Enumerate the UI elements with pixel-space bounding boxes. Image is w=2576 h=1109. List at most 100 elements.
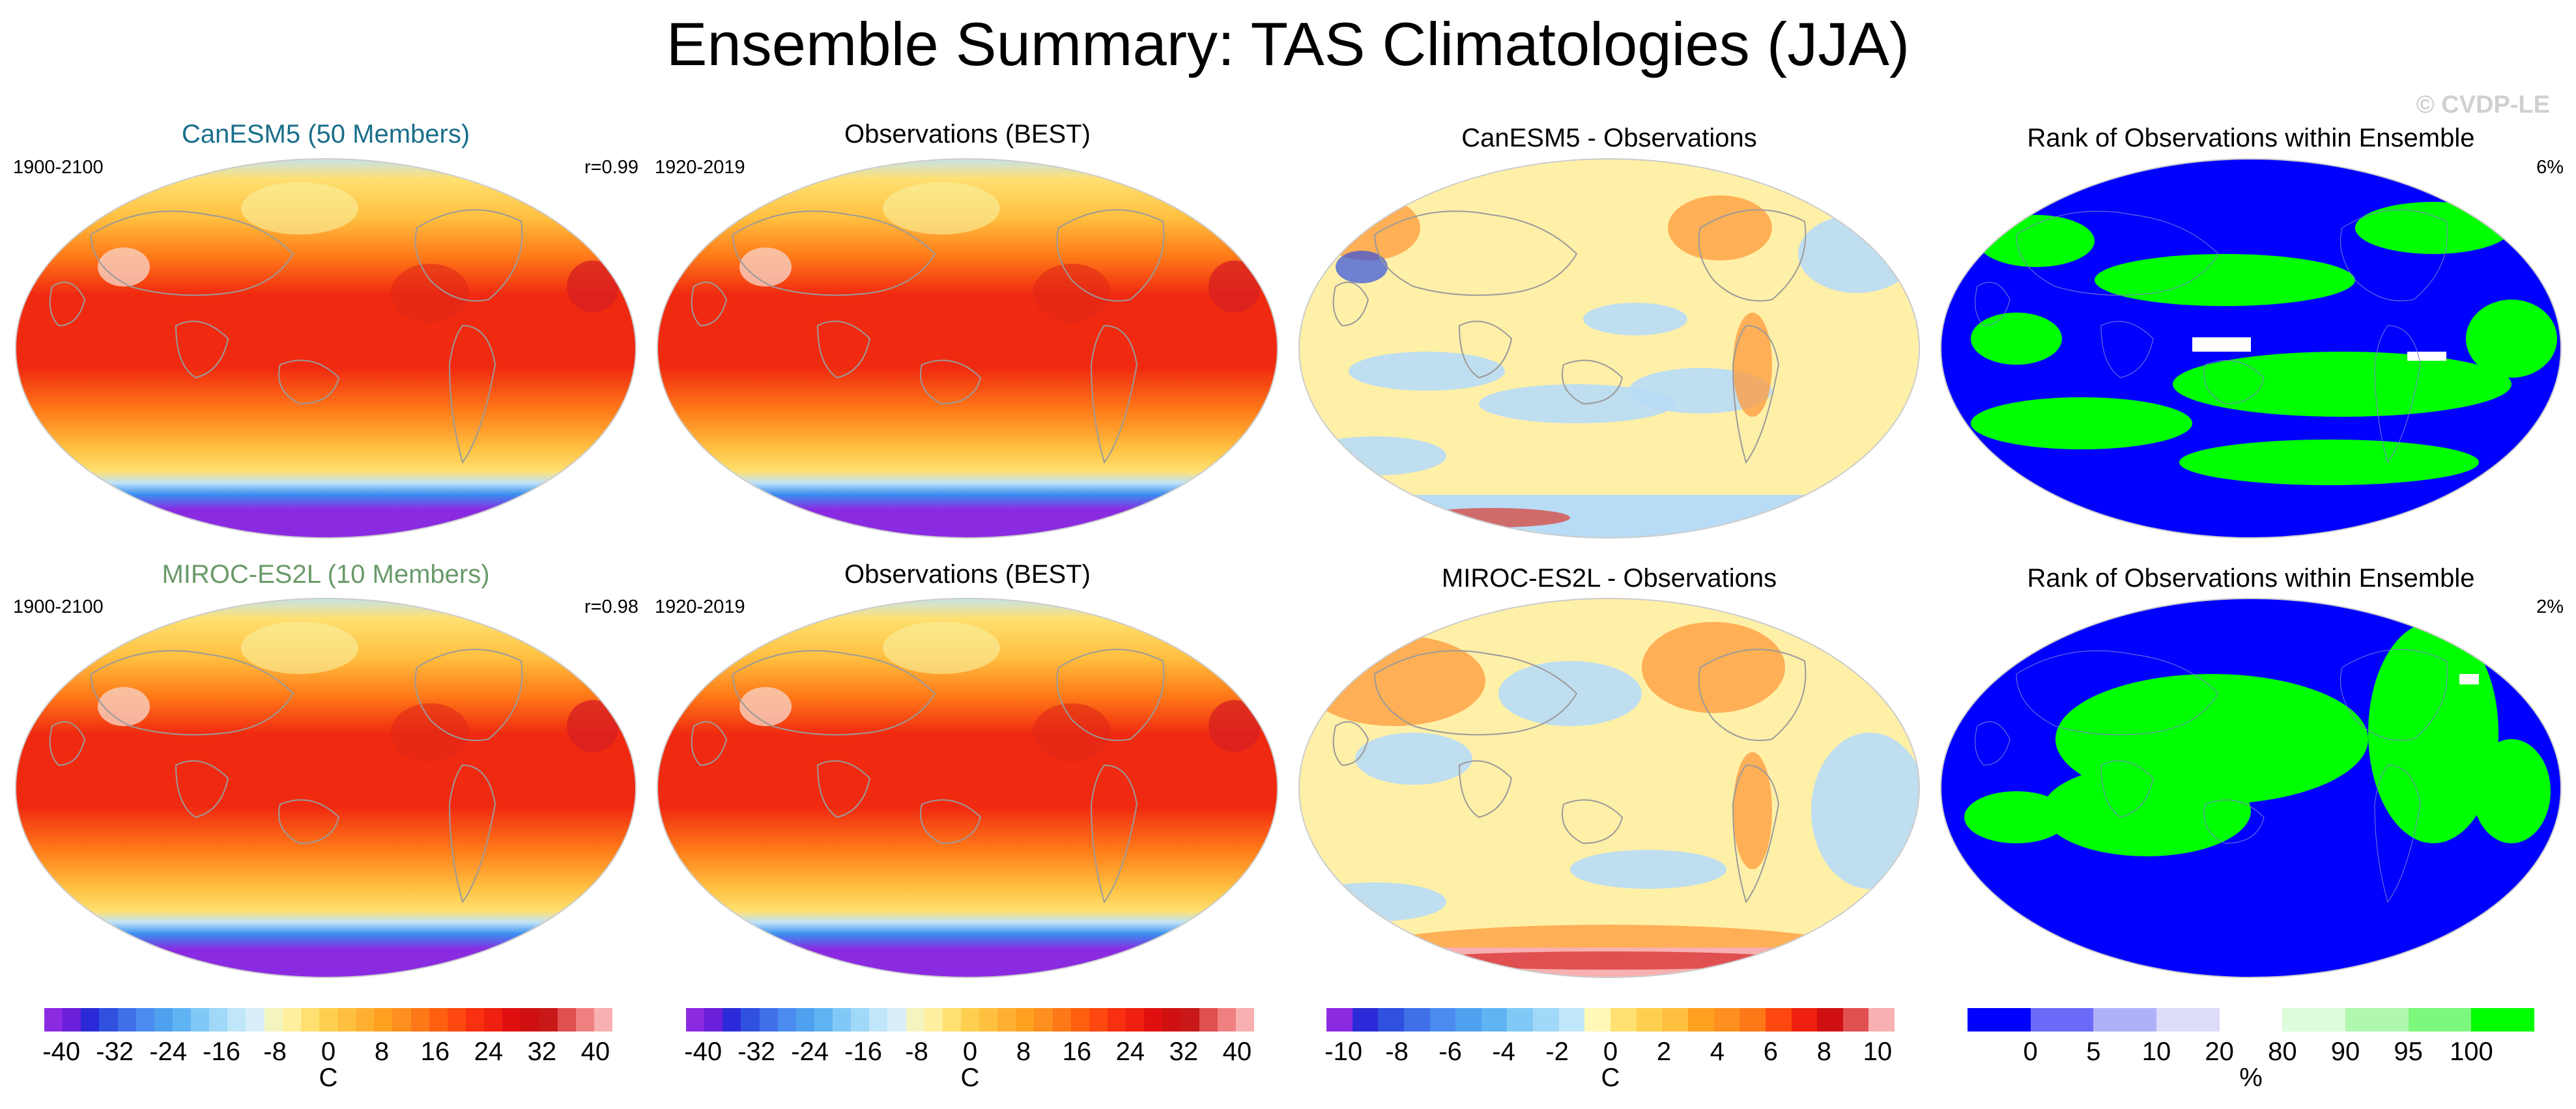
colorbar-box: [924, 1008, 943, 1032]
colorbar-box: [1052, 1008, 1071, 1032]
colorbar-box: [63, 1008, 81, 1032]
rank-percent-label: 2%: [2536, 597, 2564, 617]
colorbar-box: [1968, 1008, 2031, 1032]
colorbar: [1968, 1008, 2535, 1032]
colorbar-box: [1352, 1008, 1379, 1032]
page-title: Ensemble Summary: TAS Climatologies (JJA…: [666, 10, 1910, 78]
colorbar-box: [1533, 1008, 1559, 1032]
colorbar-box: [337, 1008, 356, 1032]
colorbar-box: [2282, 1008, 2346, 1032]
colorbar-box: [2408, 1008, 2472, 1032]
colorbar-box: [557, 1008, 576, 1032]
colorbar-box: [1162, 1008, 1181, 1032]
colorbar-tick-label: 10: [1863, 1037, 1893, 1066]
colorbar-tick-label: -6: [1438, 1037, 1462, 1066]
colorbar-unit-label: %: [2239, 1063, 2263, 1092]
colorbar-box: [319, 1008, 337, 1032]
colorbar-box: [1507, 1008, 1534, 1032]
colorbar-box: [465, 1008, 484, 1032]
colorbar-box: [887, 1008, 906, 1032]
colorbar-box: [851, 1008, 870, 1032]
colorbar-box: [1868, 1008, 1895, 1032]
colorbar-box: [154, 1008, 173, 1032]
colorbar-box: [1107, 1008, 1126, 1032]
colorbar-box: [1181, 1008, 1199, 1032]
model-correlation-label: r=0.98: [584, 597, 638, 617]
colorbar-box: [795, 1008, 814, 1032]
colorbar-box: [2471, 1008, 2535, 1032]
colorbar-box: [374, 1008, 393, 1032]
colorbar-box: [704, 1008, 723, 1032]
colorbar-box: [1636, 1008, 1663, 1032]
colorbar-box: [997, 1008, 1016, 1032]
model-years-label: 1900-2100: [13, 157, 104, 178]
colorbar-box: [1126, 1008, 1145, 1032]
colorbar-box: [1842, 1008, 1869, 1032]
colorbar-tick-label: -16: [203, 1037, 240, 1066]
colorbar-box: [209, 1008, 228, 1032]
watermark: © CVDP-LE: [2416, 91, 2550, 119]
colorbar-tick-label: 32: [1169, 1037, 1199, 1066]
colorbar-box: [356, 1008, 375, 1032]
colorbar-box: [1217, 1008, 1236, 1032]
colorbar-box: [686, 1008, 705, 1032]
colorbar-tick-label: -4: [1492, 1037, 1515, 1066]
rank-map: [1939, 598, 2562, 978]
colorbar-tick-label: 40: [1222, 1037, 1252, 1066]
colorbar-tick-label: 8: [1816, 1037, 1831, 1066]
obs-panel-title: Observations (BEST): [844, 560, 1091, 589]
colorbar-tick-label: -8: [1385, 1037, 1409, 1066]
colorbar-box: [429, 1008, 448, 1032]
colorbar-box: [1687, 1008, 1714, 1032]
colorbar: [44, 1008, 612, 1032]
rank-panel-title: Rank of Observations within Ensemble: [2027, 124, 2475, 152]
colorbar-box: [594, 1008, 612, 1032]
colorbar-box: [942, 1008, 961, 1032]
colorbar-box: [1199, 1008, 1218, 1032]
colorbar-box: [814, 1008, 833, 1032]
colorbar-box: [869, 1008, 888, 1032]
colorbar-unit-label: C: [319, 1063, 338, 1092]
colorbar-tick-label: 16: [420, 1037, 450, 1066]
colorbar-box: [172, 1008, 191, 1032]
difference-map: [1298, 158, 1921, 539]
colorbar-box: [1034, 1008, 1053, 1032]
colorbar-box: [2219, 1008, 2283, 1032]
colorbar-box: [2030, 1008, 2094, 1032]
colorbar-tick-label: 8: [1016, 1037, 1031, 1066]
colorbar-box: [1481, 1008, 1508, 1032]
rank-map: [1939, 158, 2562, 539]
colorbar-tick-label: 20: [2205, 1037, 2234, 1066]
colorbar-tick-label: -10: [1324, 1037, 1363, 1066]
colorbar-box: [81, 1008, 100, 1032]
colorbar-box: [1713, 1008, 1740, 1032]
colorbar-box: [575, 1008, 594, 1032]
colorbar-box: [2345, 1008, 2409, 1032]
colorbar-box: [741, 1008, 760, 1032]
colorbar-box: [723, 1008, 741, 1032]
colorbar-box: [1378, 1008, 1404, 1032]
colorbar-tick-label: 80: [2268, 1037, 2297, 1066]
observations-climatology-map: [656, 598, 1279, 978]
model-correlation-label: r=0.99: [584, 157, 638, 178]
colorbar-box: [117, 1008, 136, 1032]
colorbar-box: [1089, 1008, 1108, 1032]
colorbar-box: [1326, 1008, 1352, 1032]
model-climatology-map: [14, 598, 637, 978]
colorbar-tick-label: -40: [684, 1037, 723, 1066]
obs-panel-title: Observations (BEST): [844, 120, 1091, 148]
colorbar-box: [1791, 1008, 1818, 1032]
colorbar-box: [99, 1008, 118, 1032]
colorbar-tick-label: 40: [580, 1037, 610, 1066]
colorbar-box: [136, 1008, 154, 1032]
model-panel-title: CanESM5 (50 Members): [181, 120, 470, 148]
colorbar-tick-label: 90: [2330, 1037, 2360, 1066]
difference-map: [1298, 598, 1921, 978]
colorbar-tick-label: 0: [1603, 1037, 1618, 1066]
colorbar-box: [1455, 1008, 1481, 1032]
colorbar-tick-label: 6: [1763, 1037, 1779, 1066]
colorbar-tick-label: -16: [844, 1037, 882, 1066]
rank-percent-label: 6%: [2536, 157, 2564, 178]
colorbar-box: [1610, 1008, 1637, 1032]
colorbar-unit-label: C: [1601, 1063, 1620, 1092]
